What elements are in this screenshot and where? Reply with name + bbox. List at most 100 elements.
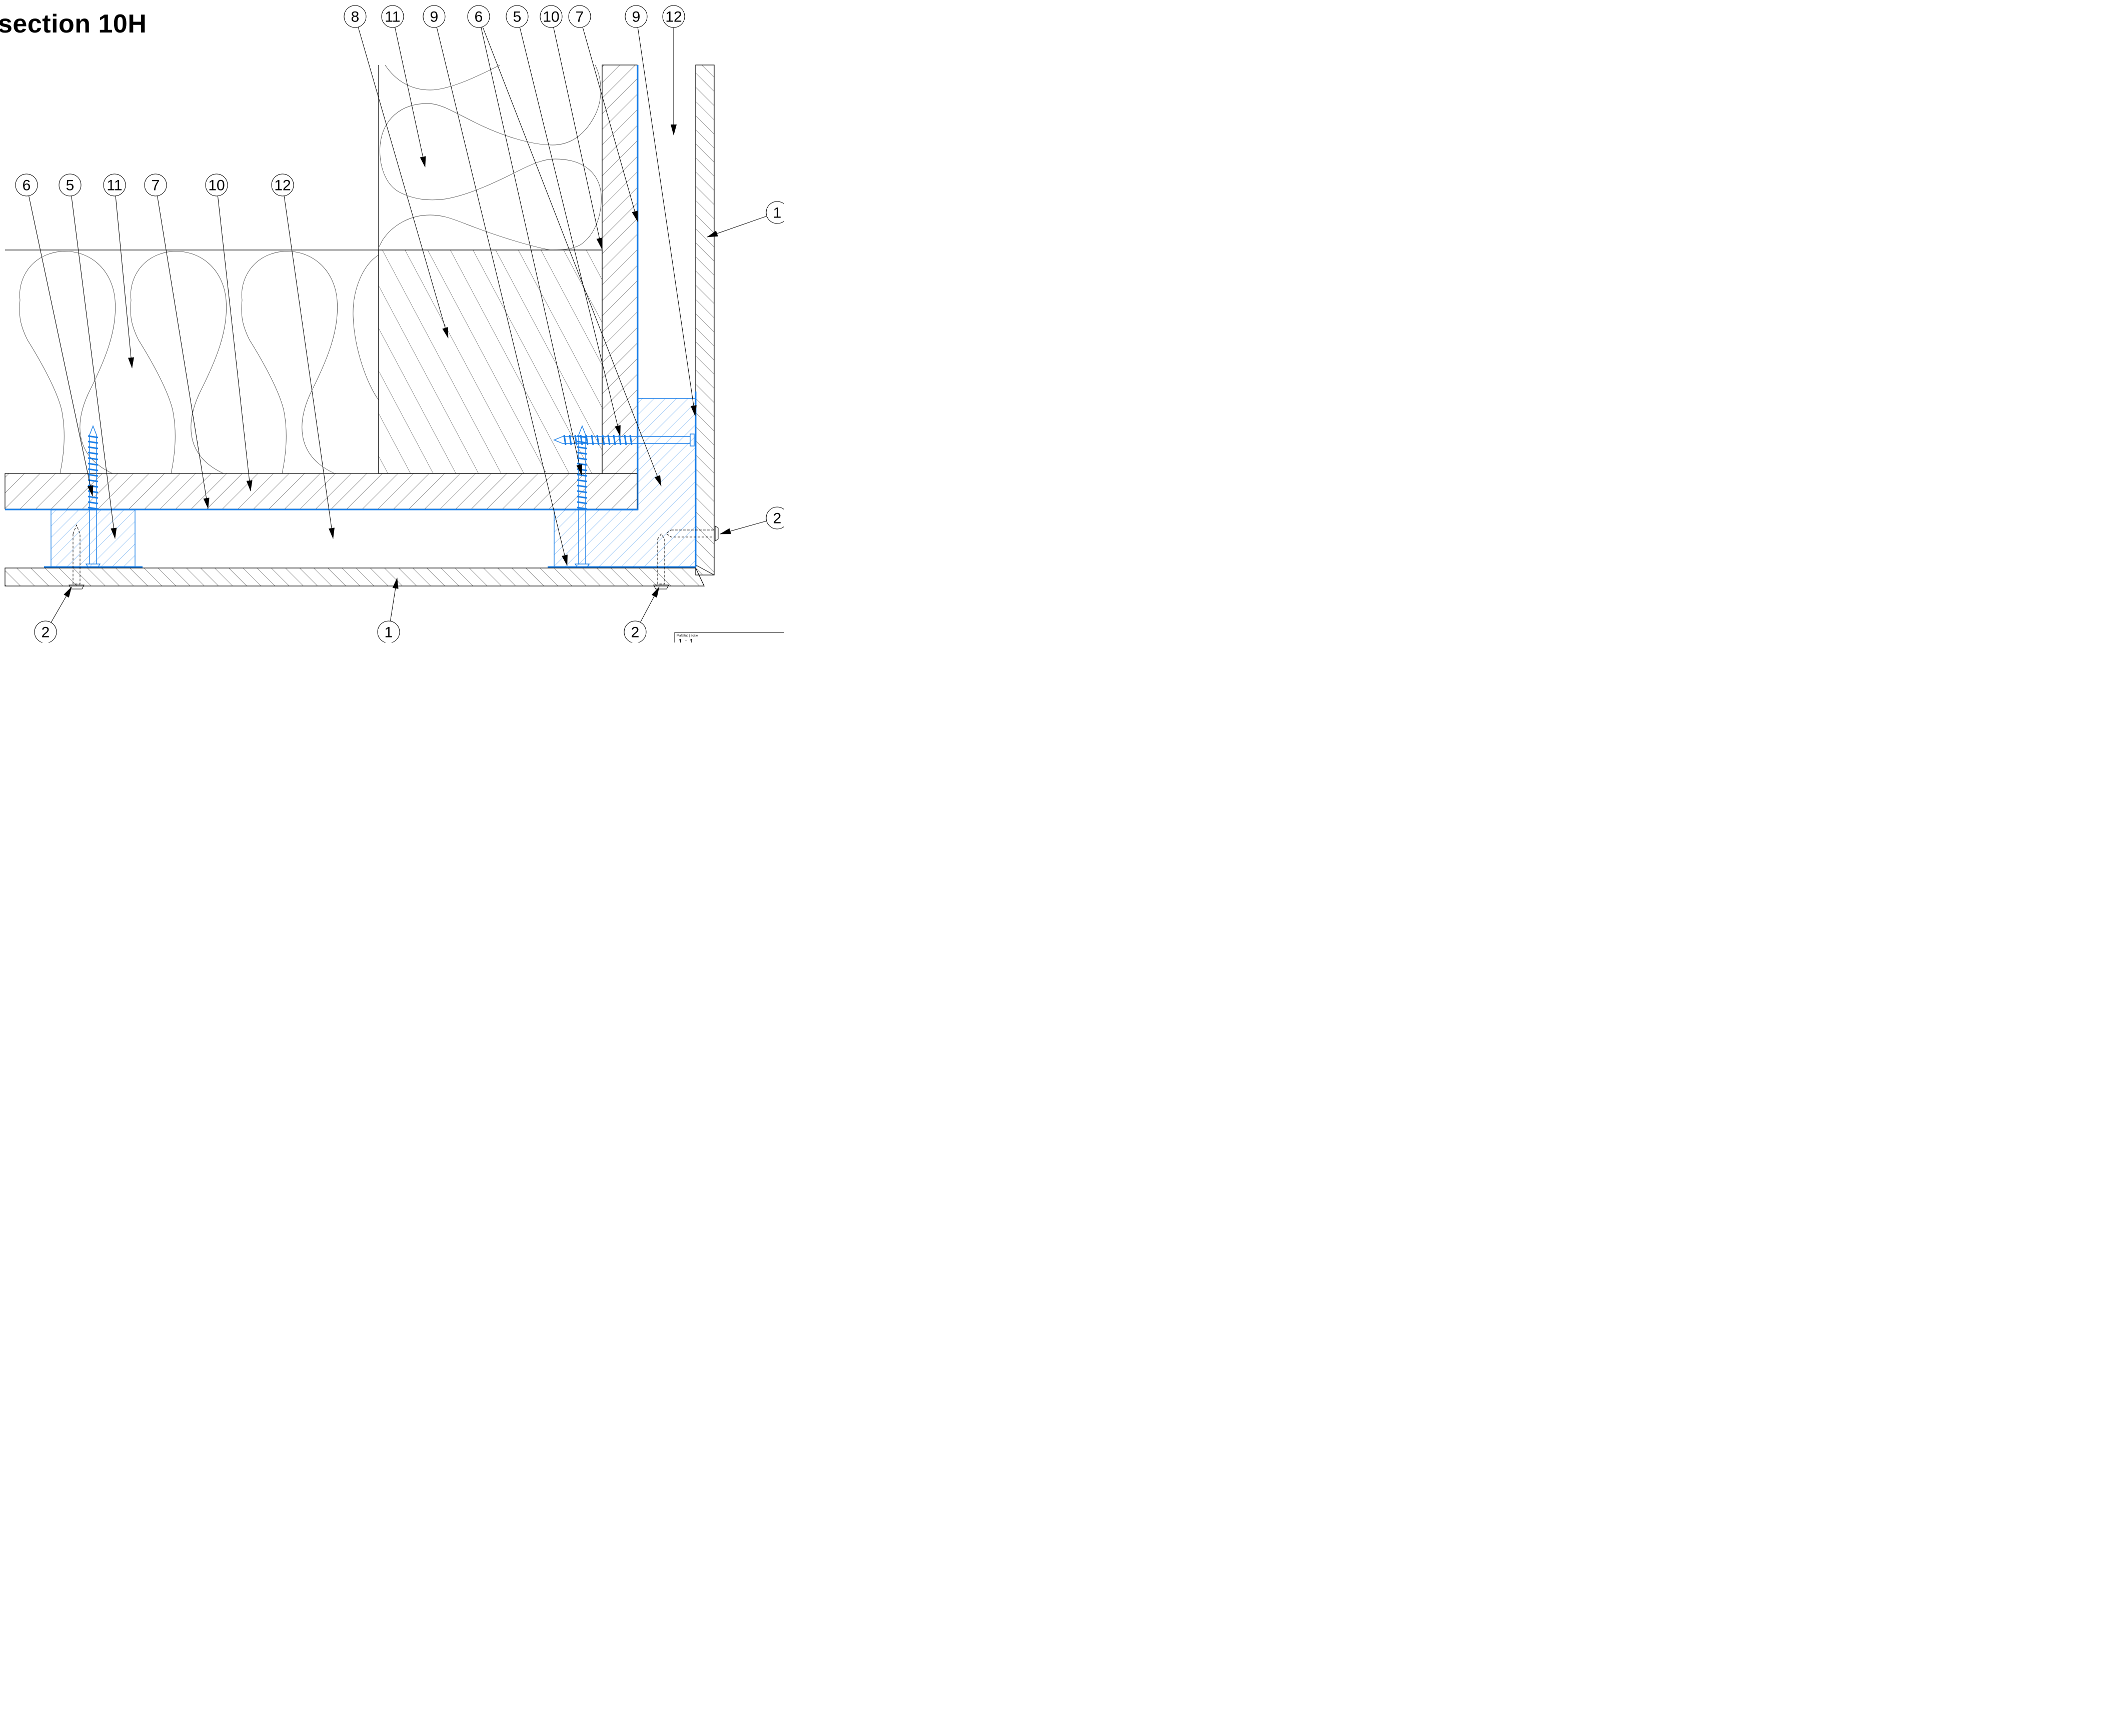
callout-c-mid-7: 7 bbox=[144, 174, 167, 196]
callout-circle bbox=[344, 5, 367, 28]
callout-c-right-1: 1 bbox=[766, 201, 784, 224]
screw-left bbox=[85, 425, 101, 568]
thread-mark bbox=[577, 506, 588, 510]
callout-c-mid-6: 6 bbox=[15, 174, 38, 196]
callout-label: 2 bbox=[773, 510, 782, 527]
leader-line-c-right-1 bbox=[707, 216, 767, 238]
thread-mark bbox=[596, 434, 600, 446]
screw-horizontal-thread bbox=[563, 434, 633, 446]
callout-label: 12 bbox=[665, 9, 682, 26]
callout-label: 8 bbox=[351, 9, 360, 26]
callout-circle bbox=[766, 201, 784, 224]
callout-label: 11 bbox=[385, 9, 400, 26]
leader-line-c-top-9b bbox=[637, 27, 697, 416]
leader-line-c-mid-7 bbox=[157, 196, 210, 509]
callout-c-mid-12: 12 bbox=[271, 174, 294, 196]
section-title: section 10H bbox=[0, 10, 147, 38]
callout-label: 7 bbox=[152, 178, 160, 194]
callout-label: 2 bbox=[42, 624, 50, 641]
leader-line-c-top-7 bbox=[582, 27, 638, 222]
callout-label: 5 bbox=[513, 9, 522, 26]
callout-c-mid-10: 10 bbox=[205, 174, 228, 196]
thread-mark bbox=[577, 496, 588, 499]
thread-mark bbox=[602, 434, 605, 446]
callout-c-top-9b: 9 bbox=[625, 5, 648, 28]
callout-circle bbox=[377, 620, 400, 642]
callout-label: 9 bbox=[430, 9, 439, 26]
thread-mark bbox=[577, 479, 588, 482]
thread-mark bbox=[88, 446, 99, 450]
leader-line-c-mid-10 bbox=[217, 196, 253, 492]
screw-right-vertical bbox=[574, 425, 590, 568]
callout-c-top-8: 8 bbox=[344, 5, 367, 28]
callout-circle bbox=[103, 174, 126, 196]
leader-line-c-top-6 bbox=[482, 26, 662, 486]
callout-circle bbox=[540, 5, 563, 28]
callout-label: 1 bbox=[773, 205, 782, 222]
thread-mark bbox=[607, 434, 611, 446]
floor-board bbox=[5, 473, 638, 510]
leader-line-c-top-11 bbox=[395, 27, 426, 168]
callout-c-top-6: 6 bbox=[467, 5, 490, 28]
leader-line-c-bot-2b bbox=[640, 586, 660, 622]
leader-line-c-top-10 bbox=[553, 27, 603, 249]
thread-mark bbox=[591, 434, 594, 446]
thread-mark bbox=[88, 457, 99, 460]
thread-mark bbox=[563, 434, 567, 446]
callout-circle bbox=[467, 5, 490, 28]
thread-mark bbox=[88, 452, 99, 455]
callout-c-bot-2b: 2 bbox=[624, 620, 647, 642]
thread-mark bbox=[624, 434, 627, 446]
callout-circle bbox=[506, 5, 529, 28]
thread-mark bbox=[88, 479, 99, 482]
thread-mark bbox=[629, 434, 633, 446]
thread-mark bbox=[577, 457, 588, 460]
thread-mark bbox=[569, 434, 572, 446]
callout-circle bbox=[423, 5, 446, 28]
callout-c-mid-5: 5 bbox=[59, 174, 82, 196]
wall-board bbox=[602, 64, 638, 474]
callout-c-top-11: 11 bbox=[381, 5, 404, 28]
callout-circle bbox=[59, 174, 82, 196]
thread-mark bbox=[88, 468, 99, 472]
callout-circle bbox=[568, 5, 591, 28]
thread-mark bbox=[613, 434, 616, 446]
callout-label: 2 bbox=[631, 624, 640, 641]
batten-left bbox=[51, 510, 136, 568]
leader-line-c-top-6 bbox=[481, 27, 583, 476]
screw-left-thread bbox=[88, 435, 99, 510]
leader-line-c-mid-6 bbox=[29, 196, 94, 496]
thread-mark bbox=[88, 462, 99, 466]
callout-label: 6 bbox=[23, 178, 31, 194]
callout-label: 11 bbox=[107, 178, 122, 194]
thread-mark bbox=[88, 440, 99, 444]
thread-mark bbox=[577, 484, 588, 488]
callout-c-bot-1: 1 bbox=[377, 620, 400, 642]
thread-mark bbox=[88, 501, 99, 504]
callout-c-mid-11: 11 bbox=[103, 174, 126, 196]
nail-wall bbox=[666, 526, 719, 542]
leader-line-c-bot-1 bbox=[390, 578, 399, 622]
floor-membrane bbox=[5, 508, 639, 510]
thread-mark bbox=[577, 452, 588, 455]
thread-mark bbox=[580, 434, 583, 446]
callout-circle bbox=[15, 174, 38, 196]
callout-circle bbox=[271, 174, 294, 196]
callout-label: 7 bbox=[576, 9, 584, 26]
callout-label: 12 bbox=[274, 178, 291, 194]
thread-mark bbox=[577, 501, 588, 504]
callout-c-bot-2a: 2 bbox=[34, 620, 57, 642]
scale-caption: Maßstab | scale bbox=[677, 634, 698, 638]
callout-label: 10 bbox=[543, 9, 559, 26]
leader-line-c-mid-12 bbox=[284, 196, 335, 539]
callout-c-top-5: 5 bbox=[506, 5, 529, 28]
cladding-board bbox=[695, 64, 715, 576]
scale-value: 1 : 1 bbox=[678, 638, 694, 642]
callout-circle bbox=[662, 5, 685, 28]
leader-line-c-mid-5 bbox=[71, 196, 117, 539]
callout-circle bbox=[381, 5, 404, 28]
callout-label: 1 bbox=[385, 624, 393, 641]
thread-mark bbox=[574, 434, 578, 446]
callout-label: 6 bbox=[475, 9, 483, 26]
